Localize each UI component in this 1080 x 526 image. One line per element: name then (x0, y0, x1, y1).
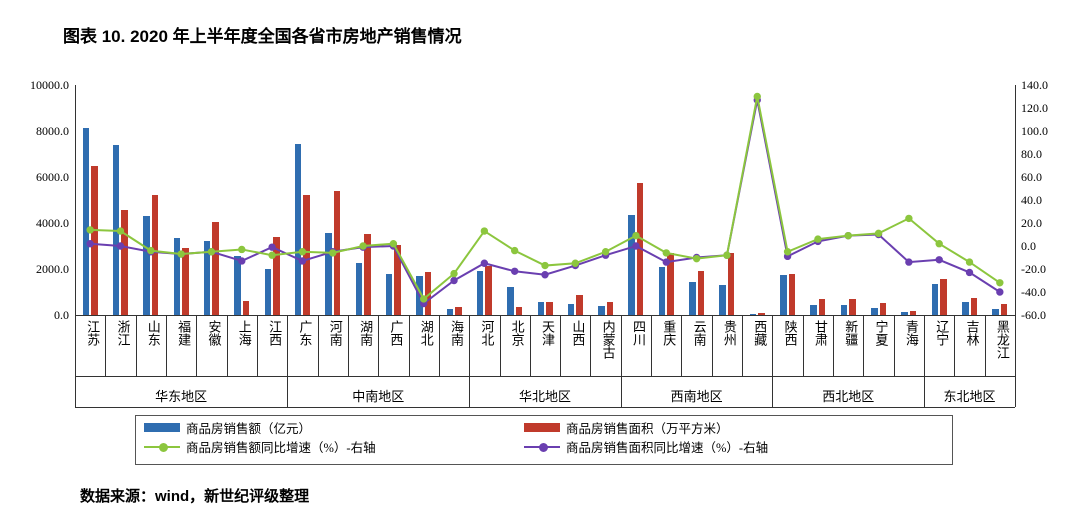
line-value-growth-marker (572, 260, 578, 266)
line-overlay (0, 0, 1080, 420)
line-value-growth-marker (997, 280, 1003, 286)
line-value-growth-marker (208, 249, 214, 255)
line-value-growth-marker (663, 250, 669, 256)
x-label: 河南 (326, 320, 345, 346)
line-value-growth-marker (299, 249, 305, 255)
x-label: 辽宁 (932, 320, 951, 346)
line-value-growth-marker (815, 236, 821, 242)
x-label: 内蒙古 (599, 320, 618, 359)
x-label: 西藏 (750, 320, 769, 346)
x-label: 宁夏 (872, 320, 891, 346)
x-label: 广西 (386, 320, 405, 346)
data-source: 数据来源：wind，新世纪评级整理 (80, 485, 309, 506)
x-label: 安徽 (204, 320, 223, 346)
x-label: 江苏 (83, 320, 102, 346)
x-label: 黑龙江 (993, 320, 1012, 359)
line-value-growth-marker (602, 249, 608, 255)
line-value-growth-marker (481, 228, 487, 234)
x-label: 山东 (144, 320, 163, 346)
line-area-growth-marker (299, 258, 305, 264)
line-area-growth-marker (117, 243, 123, 249)
x-label: 吉林 (963, 320, 982, 346)
line-value-growth-marker (87, 227, 93, 233)
x-label: 贵州 (720, 320, 739, 346)
axis-bottom (75, 315, 1015, 316)
line-area-growth-marker (511, 268, 517, 274)
line-area-growth-marker (936, 257, 942, 263)
line-value-growth-marker (148, 247, 154, 253)
legend-bar1: 商品房销售额（亿元） (144, 418, 524, 437)
line-area-growth-marker (663, 259, 669, 265)
x-label: 陕西 (781, 320, 800, 346)
line-value-growth-marker (360, 243, 366, 249)
axis-left (75, 85, 76, 315)
x-label: 海南 (447, 320, 466, 346)
x-label: 湖南 (356, 320, 375, 346)
line-value-growth-marker (724, 252, 730, 258)
x-label: 云南 (690, 320, 709, 346)
x-label: 浙江 (113, 320, 132, 346)
x-label: 福建 (174, 320, 193, 346)
x-label: 天津 (538, 320, 557, 346)
region-label: 西南地区 (621, 386, 773, 405)
line-value-growth-marker (239, 246, 245, 252)
x-label: 青海 (902, 320, 921, 346)
legend: 商品房销售额（亿元） 商品房销售面积（万平方米） 商品房销售额同比增速（%）-右… (135, 415, 953, 465)
legend-line2: 商品房销售面积同比增速（%）-右轴 (524, 437, 904, 456)
line-area-growth-marker (906, 259, 912, 265)
x-label: 甘肃 (811, 320, 830, 346)
line-area-growth-marker (239, 258, 245, 264)
x-underline (75, 376, 1015, 377)
line-value-growth-marker (936, 241, 942, 247)
line-area-growth-marker (87, 241, 93, 247)
line-area-growth-marker (451, 277, 457, 283)
line-value-growth-marker (875, 230, 881, 236)
line-area-growth-marker (269, 244, 275, 250)
line-area-growth-marker (966, 269, 972, 275)
line-value-growth-marker (451, 270, 457, 276)
x-label: 重庆 (659, 320, 678, 346)
axis-right (1015, 85, 1016, 315)
legend-bar2: 商品房销售面积（万平方米） (524, 418, 904, 437)
x-label: 广东 (295, 320, 314, 346)
region-label: 东北地区 (924, 386, 1015, 405)
line-area-growth-marker (633, 243, 639, 249)
x-label: 江西 (265, 320, 284, 346)
line-value-growth-marker (421, 296, 427, 302)
line-value-growth-marker (906, 215, 912, 221)
x-label: 河北 (477, 320, 496, 346)
region-label: 华北地区 (469, 386, 621, 405)
x-label: 山西 (568, 320, 587, 346)
line-value-growth-marker (178, 251, 184, 257)
line-area-growth-marker (542, 272, 548, 278)
x-label: 四川 (629, 320, 648, 346)
line-value-growth-marker (511, 247, 517, 253)
legend-line1: 商品房销售额同比增速（%）-右轴 (144, 437, 524, 456)
x-label: 新疆 (841, 320, 860, 346)
line-value-growth-marker (542, 262, 548, 268)
line-value-growth-marker (845, 232, 851, 238)
x-label: 上海 (235, 320, 254, 346)
line-value-growth-marker (330, 250, 336, 256)
line-value-growth-marker (693, 255, 699, 261)
region-label: 西北地区 (772, 386, 924, 405)
line-value-growth-marker (633, 232, 639, 238)
line-value-growth-marker (754, 93, 760, 99)
region-label: 中南地区 (287, 386, 469, 405)
line-area-growth-marker (997, 289, 1003, 295)
line-value-growth-marker (966, 259, 972, 265)
line-value-growth-marker (390, 241, 396, 247)
line-value-growth-marker (784, 249, 790, 255)
line-area-growth-marker (481, 260, 487, 266)
line-value-growth-marker (117, 228, 123, 234)
line-value-growth-marker (269, 252, 275, 258)
x-label: 北京 (508, 320, 527, 346)
region-label: 华东地区 (75, 386, 287, 405)
x-label: 湖北 (417, 320, 436, 346)
